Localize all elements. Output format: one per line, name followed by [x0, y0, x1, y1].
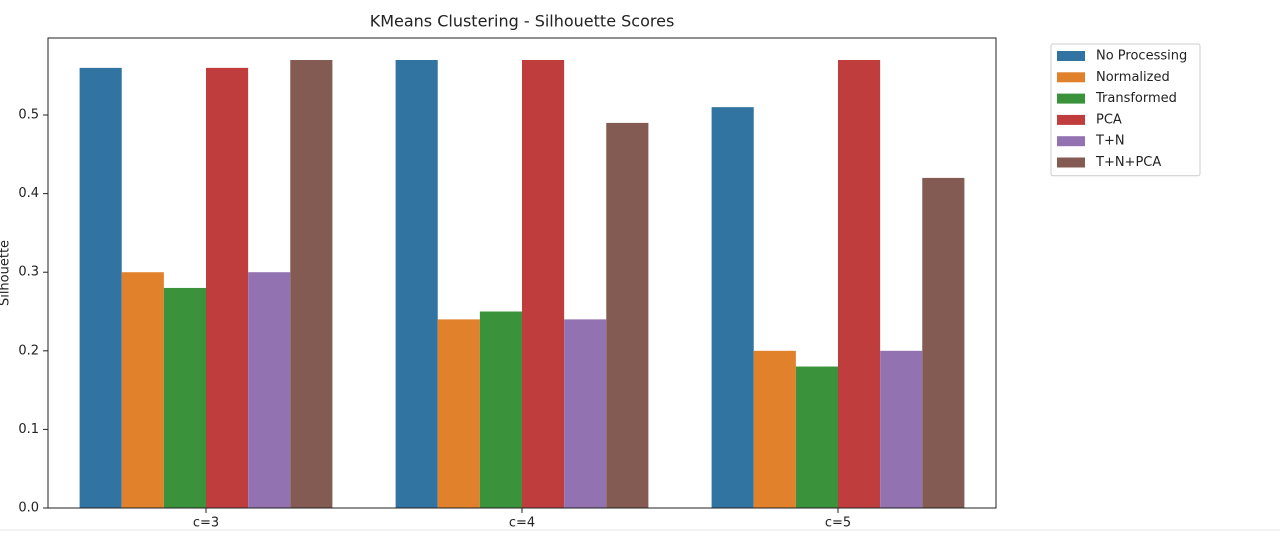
- legend-swatch: [1057, 51, 1085, 61]
- y-axis-label: Silhouette: [0, 240, 13, 306]
- x-tick-label: c=4: [509, 516, 535, 531]
- bar: [290, 60, 333, 509]
- bar: [564, 319, 607, 508]
- legend-label: T+N+PCA: [1095, 155, 1161, 170]
- bar: [395, 60, 438, 509]
- bar: [479, 311, 522, 508]
- bar: [522, 60, 565, 509]
- legend-swatch: [1057, 72, 1085, 83]
- bar: [880, 350, 923, 508]
- bar: [206, 67, 249, 509]
- bar: [248, 272, 291, 508]
- bar: [437, 319, 480, 508]
- legend-label: No Processing: [1096, 49, 1187, 64]
- y-tick-label: 0.3: [18, 265, 39, 280]
- y-tick-label: 0.4: [18, 186, 39, 201]
- y-tick-label: 0.0: [18, 501, 39, 516]
- bar: [711, 107, 754, 508]
- legend-box: [1050, 43, 1201, 177]
- bar: [753, 350, 796, 508]
- bar: [838, 60, 881, 509]
- bar: [606, 122, 649, 509]
- x-tick-label: c=5: [825, 516, 851, 531]
- bar: [79, 67, 122, 509]
- x-tick-label: c=3: [193, 516, 219, 531]
- y-tick-label: 0.1: [18, 422, 39, 437]
- legend-swatch: [1057, 93, 1085, 104]
- y-tick-label: 0.5: [18, 108, 39, 123]
- legend-swatch: [1057, 114, 1085, 125]
- bar: [922, 177, 965, 508]
- legend-label: T+N: [1095, 134, 1125, 149]
- plot-frame: [47, 37, 997, 509]
- chart-title: KMeans Clustering - Silhouette Scores: [370, 12, 675, 31]
- legend-label: PCA: [1096, 112, 1122, 127]
- bar: [795, 366, 838, 508]
- y-tick-label: 0.2: [18, 343, 39, 358]
- bar: [121, 272, 164, 508]
- legend-label: Normalized: [1096, 70, 1170, 85]
- legend-swatch: [1057, 136, 1085, 147]
- legend-swatch: [1057, 157, 1085, 168]
- bar: [163, 287, 206, 508]
- legend-label: Transformed: [1095, 91, 1177, 106]
